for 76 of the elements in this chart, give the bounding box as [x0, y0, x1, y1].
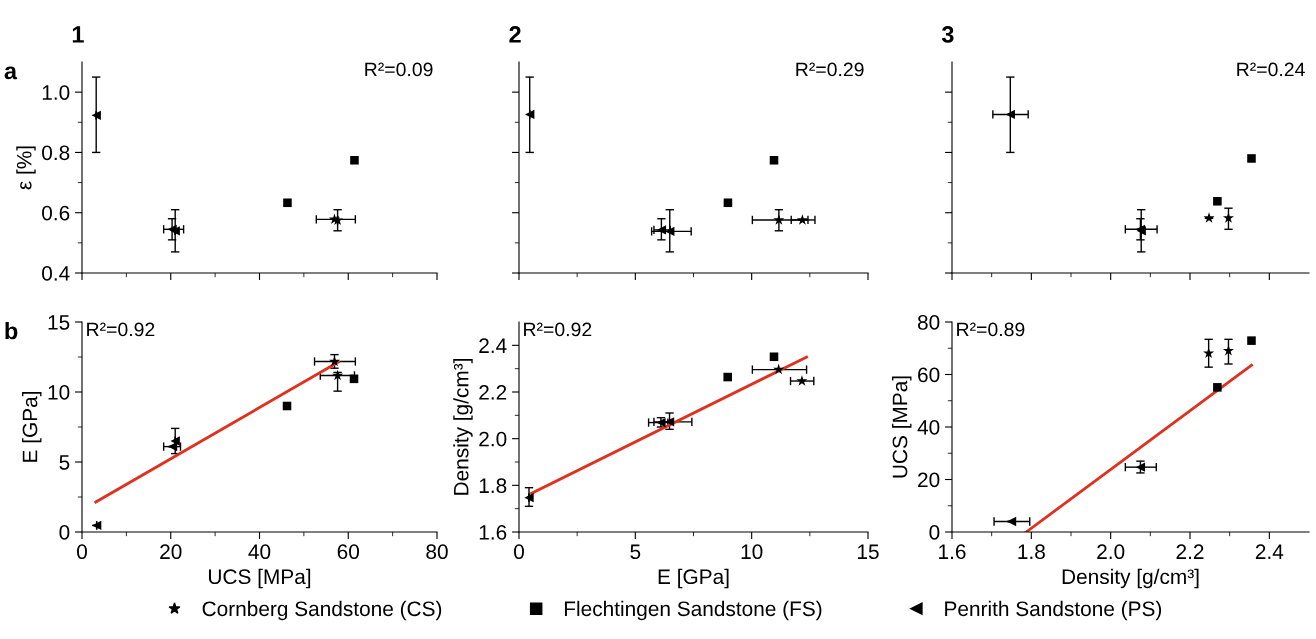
point — [1213, 383, 1222, 392]
x-tick-label: 0 — [77, 544, 87, 560]
point — [1213, 196, 1222, 206]
y-tick-label: 20 — [918, 472, 940, 488]
y-tick-label: 0.4 — [42, 266, 70, 281]
y-tick-label: 10 — [48, 385, 70, 400]
y-tick-label: 1.0 — [42, 85, 70, 100]
point — [1222, 345, 1234, 356]
x-tick-label: 1.6 — [939, 544, 966, 560]
y-tick-label: 1.8 — [479, 478, 507, 494]
point — [773, 214, 785, 225]
point — [769, 352, 779, 362]
point — [1203, 212, 1215, 223]
y-tick-label: 15 — [48, 315, 70, 330]
chart-title: 2 — [509, 26, 521, 43]
point — [525, 109, 535, 120]
x-tick-label: 1.8 — [1018, 544, 1045, 560]
x-tick-label: 60 — [337, 544, 360, 560]
point — [1247, 154, 1256, 163]
point — [350, 155, 359, 165]
legend-label: Cornberg Sandstone (CS) — [202, 600, 442, 621]
y-tick-label: 5 — [59, 455, 70, 470]
annotation: R²=0.29 — [796, 62, 864, 77]
x-tick-label: 15 — [858, 544, 879, 560]
x-tick-label: 20 — [160, 544, 182, 560]
x-axis-title: Density [g/cm³] — [1062, 568, 1199, 589]
y-tick-label: 80 — [917, 315, 940, 330]
x-axis-title: E [GPa] — [658, 568, 729, 589]
point — [91, 520, 102, 531]
x-tick-label: 80 — [426, 544, 448, 560]
point — [773, 363, 785, 375]
x-tick-label: 2.2 — [1176, 544, 1204, 559]
y-tick-label: 60 — [918, 367, 940, 383]
x-tick-label: 40 — [248, 544, 271, 560]
annotation: R²=0.92 — [524, 322, 592, 337]
point — [170, 436, 180, 446]
x-tick-label: 10 — [741, 544, 763, 560]
x-tick-label: 2.4 — [1255, 544, 1284, 559]
y-axis-title: Density [g/cm³] — [453, 359, 473, 495]
point — [665, 226, 675, 237]
y-tick-label: 0 — [59, 525, 70, 540]
point — [1247, 336, 1256, 345]
y-tick-label: 2.4 — [479, 338, 507, 353]
chart-title: 3 — [941, 26, 954, 43]
text: a — [4, 66, 18, 80]
point — [796, 375, 808, 386]
y-tick-label: 2.2 — [479, 385, 507, 400]
y-axis-title: E [GPa] — [22, 392, 42, 462]
legend-label: Flechtingen Sandstone (FS) — [564, 600, 822, 621]
annotation: R²=0.24 — [1237, 62, 1305, 77]
point — [524, 493, 534, 503]
y-tick-label: 1.6 — [479, 525, 507, 540]
point — [723, 198, 733, 208]
annotation: R²=0.89 — [957, 322, 1025, 337]
legend-label: Penrith Sandstone (PS) — [945, 600, 1162, 621]
y-tick-label: 0 — [929, 525, 940, 540]
point — [1005, 109, 1015, 120]
y-axis-title: ε [%] — [16, 146, 36, 190]
x-tick-label: 0 — [514, 544, 524, 560]
text: b — [5, 322, 18, 340]
annotation: R²=0.09 — [365, 62, 433, 77]
y-tick-label: 0.6 — [42, 205, 70, 221]
point — [283, 198, 292, 208]
point — [723, 372, 732, 382]
y-tick-label: 2.0 — [479, 431, 507, 447]
chart-title: 1 — [72, 26, 84, 43]
y-tick-label: 40 — [917, 420, 940, 435]
x-axis-title: UCS [MPa] — [209, 568, 311, 589]
annotation: R²=0.92 — [87, 322, 155, 337]
x-tick-label: 2.0 — [1097, 544, 1125, 560]
point — [332, 369, 344, 381]
y-axis-title: UCS [MPa] — [892, 376, 912, 478]
y-tick-label: 0.8 — [42, 145, 70, 161]
point — [769, 155, 779, 165]
x-tick-label: 5 — [630, 544, 641, 560]
point — [91, 110, 101, 121]
